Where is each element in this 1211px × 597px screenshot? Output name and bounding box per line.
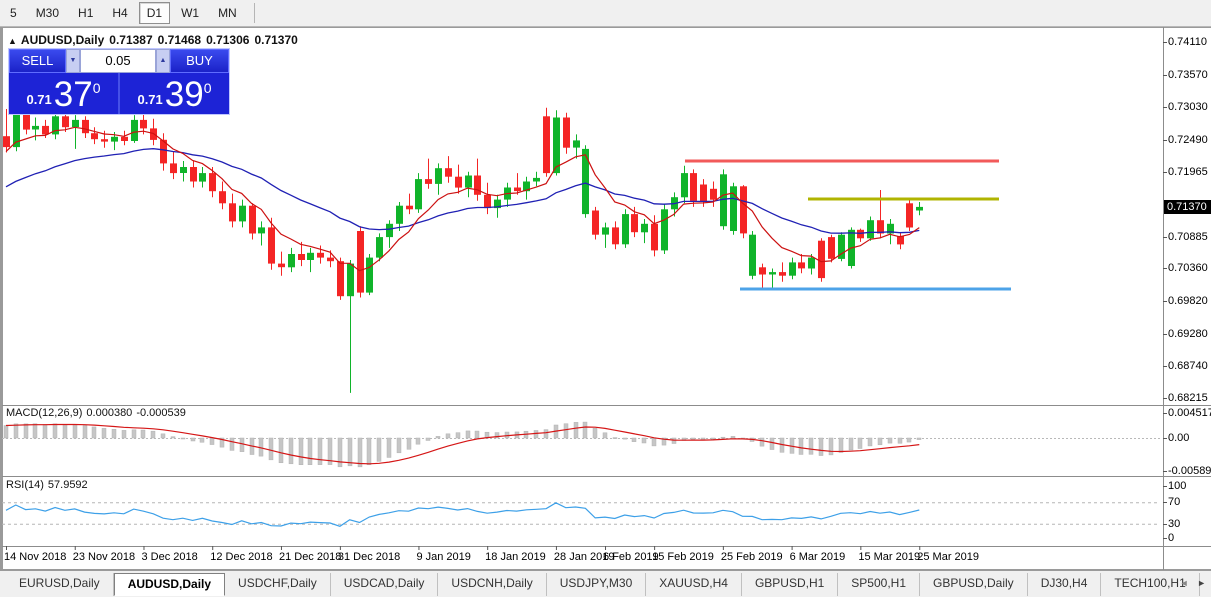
- chart-tab-usdcad-daily[interactable]: USDCAD,Daily: [331, 573, 439, 596]
- timeframe-toolbar: 5 M30 H1 H4 D1 W1 MN: [0, 0, 1211, 27]
- date-axis-label: 14 Nov 2018: [4, 551, 67, 563]
- price-divider: [118, 73, 120, 114]
- tab-scroll-arrows: ◄ ►: [1174, 578, 1206, 588]
- current-price-marker: 0.71370: [1164, 200, 1211, 214]
- chart-tab-usdchf-daily[interactable]: USDCHF,Daily: [225, 573, 331, 596]
- timeframe-button-H1[interactable]: H1: [78, 6, 94, 20]
- current-price-value: 0.71370: [1167, 201, 1207, 213]
- chart-tab-bar: EURUSD,Daily AUDUSD,Daily USDCHF,Daily USDC…: [0, 570, 1211, 597]
- date-axis-label: 9 Jan 2019: [416, 551, 471, 563]
- price-axis-label: 0.69280: [1168, 328, 1208, 340]
- chart-canvas[interactable]: [2, 27, 1211, 570]
- ohlc-high: 0.71468: [157, 33, 202, 47]
- date-axis-label: 15 Feb 2019: [652, 551, 714, 563]
- chart-title: ▲ AUDUSD,Daily 0.71387 0.71468 0.71306 0.7137…: [8, 33, 303, 47]
- date-axis-label: 3 Dec 2018: [141, 551, 198, 563]
- price-axis-label: 0.70885: [1168, 231, 1208, 243]
- tab-scroll-right-icon[interactable]: ►: [1197, 578, 1206, 588]
- tab-scroll-left-icon[interactable]: ◄: [1179, 578, 1189, 588]
- rsi-indicator-label: RSI(14) 57.9592: [6, 479, 92, 491]
- volume-decrease-button[interactable]: ▼: [66, 49, 80, 73]
- buy-price-pips: 39: [164, 75, 204, 114]
- date-axis-label: 25 Mar 2019: [917, 551, 980, 563]
- price-axis-label: 0.70360: [1168, 262, 1208, 274]
- price-axis-label: 0.71965: [1168, 166, 1208, 178]
- macd-value: 0.000380: [86, 407, 133, 419]
- chart-tab-dj30-h4[interactable]: DJ30,H4: [1028, 573, 1102, 596]
- timeframe-button-W1[interactable]: W1: [181, 6, 200, 20]
- date-axis-label: 15 Mar 2019: [858, 551, 921, 563]
- chart-tab-sp500-h1[interactable]: SP500,H1: [838, 573, 920, 596]
- timeframe-button-MN[interactable]: MN: [218, 6, 237, 20]
- sell-price-pips: 37: [53, 75, 93, 114]
- macd-name: MACD(12,26,9): [6, 407, 83, 419]
- date-axis-label: 6 Mar 2019: [789, 551, 846, 563]
- timeframe-button-H4[interactable]: H4: [112, 6, 128, 20]
- chart-symbol-label: AUDUSD,Daily: [20, 33, 105, 47]
- date-axis-label: 25 Feb 2019: [720, 551, 783, 563]
- rsi-axis-label: 30: [1168, 518, 1181, 530]
- date-axis-label: 23 Nov 2018: [72, 551, 136, 563]
- macd-axis-label: 0.00: [1168, 432, 1190, 444]
- rsi-value: 57.9592: [47, 479, 88, 491]
- date-axis-label: 6 Feb 2019: [603, 551, 659, 563]
- rsi-axis-label: 70: [1168, 496, 1181, 508]
- timeframe-button-D1[interactable]: D1: [138, 2, 171, 24]
- chart-tab-usdcnh-daily[interactable]: USDCNH,Daily: [438, 573, 547, 596]
- sell-price-base: 0.71: [26, 92, 52, 107]
- toolbar-separator: [253, 3, 255, 23]
- date-axis-label: 21 Dec 2018: [278, 551, 342, 563]
- rsi-axis-label: 100: [1168, 480, 1187, 492]
- chart-tab-xauusd-h4[interactable]: XAUUSD,H4: [646, 573, 742, 596]
- rsi-axis-label: 0: [1168, 532, 1175, 544]
- macd-indicator-label: MACD(12,26,9) 0.000380 -0.000539: [6, 407, 190, 419]
- macd-axis-label: -0.005899: [1168, 465, 1211, 477]
- buy-price-display[interactable]: 0.71 39 0: [120, 73, 229, 114]
- buy-button[interactable]: BUY: [170, 49, 229, 73]
- timeframe-button-M30[interactable]: M30: [35, 6, 60, 20]
- chart-window[interactable]: ▲ AUDUSD,Daily 0.71387 0.71468 0.71306 0.7137…: [0, 27, 1211, 570]
- ohlc-close: 0.71370: [254, 33, 298, 47]
- date-axis-label: 12 Dec 2018: [210, 551, 273, 563]
- chart-tab-audusd-daily[interactable]: AUDUSD,Daily: [113, 573, 226, 596]
- price-axis-label: 0.73030: [1168, 101, 1208, 113]
- price-axis-label: 0.69820: [1168, 295, 1208, 307]
- chart-tab-usdjpy-m30[interactable]: USDJPY,M30: [547, 573, 647, 596]
- chart-tabs: EURUSD,Daily AUDUSD,Daily USDCHF,Daily USDC…: [6, 573, 1211, 596]
- date-axis-label: 28 Jan 2019: [553, 551, 615, 563]
- volume-input[interactable]: 0.05: [80, 49, 156, 73]
- volume-increase-button[interactable]: ▲: [156, 49, 170, 73]
- price-axis-label: 0.72490: [1168, 134, 1208, 146]
- timeframe-button-5[interactable]: 5: [10, 6, 17, 20]
- date-axis-label: 31 Dec 2018: [337, 551, 401, 563]
- price-axis-label: 0.68740: [1168, 360, 1208, 372]
- ohlc-low: 0.71306: [206, 33, 250, 47]
- price-axis-label: 0.73570: [1168, 69, 1208, 81]
- date-axis-label: 18 Jan 2019: [485, 551, 546, 563]
- chart-tab-gbpusd-h1[interactable]: GBPUSD,H1: [742, 573, 839, 596]
- price-axis-label: 0.74110: [1168, 36, 1207, 48]
- chart-tab-eurusd-daily[interactable]: EURUSD,Daily: [6, 573, 114, 596]
- sell-price-pipette: 0: [92, 80, 101, 96]
- macd-axis-label: 0.004517: [1168, 407, 1211, 419]
- price-axis-label: 0.68215: [1168, 392, 1208, 404]
- chart-tab-tech100-h1[interactable]: TECH100,H1: [1101, 573, 1200, 596]
- sell-button[interactable]: SELL: [9, 49, 66, 73]
- one-click-trading-panel: SELL ▼ 0.05 ▲ BUY 0.71 37 0 0.71 39 0: [8, 48, 230, 115]
- macd-signal-value: -0.000539: [136, 407, 186, 419]
- chart-tab-gbpusd-daily[interactable]: GBPUSD,Daily: [920, 573, 1028, 596]
- buy-price-pipette: 0: [203, 80, 212, 96]
- chart-symbol-icon: ▲: [8, 36, 17, 46]
- buy-price-base: 0.71: [137, 92, 163, 107]
- rsi-name: RSI(14): [6, 479, 44, 491]
- ohlc-open: 0.71387: [109, 33, 153, 47]
- sell-price-display[interactable]: 0.71 37 0: [9, 73, 118, 114]
